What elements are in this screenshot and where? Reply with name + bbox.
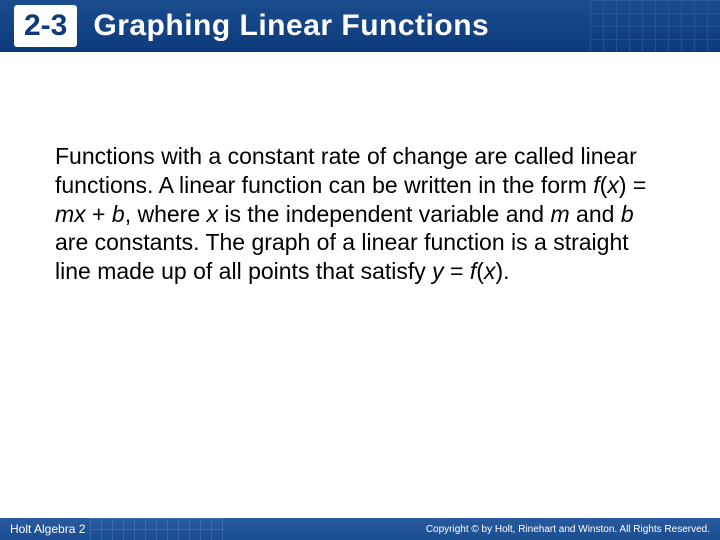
- footer-copyright: Copyright © by Holt, Rinehart and Winsto…: [426, 524, 710, 535]
- variable-mx: mx: [55, 201, 86, 227]
- header-bar: 2-3 Graphing Linear Functions: [0, 0, 720, 52]
- content-area: Functions with a constant rate of change…: [0, 52, 720, 286]
- text-segment: , where: [125, 201, 207, 227]
- variable-x: x: [207, 201, 219, 227]
- text-segment: is the independent variable and: [218, 201, 550, 227]
- footer-book-title: Holt Algebra 2: [10, 522, 85, 536]
- text-segment: ).: [495, 258, 509, 284]
- body-paragraph: Functions with a constant rate of change…: [55, 142, 665, 286]
- text-segment: Functions with a constant rate of change…: [55, 143, 637, 198]
- section-number: 2-3: [14, 5, 77, 47]
- variable-y: y: [432, 258, 444, 284]
- variable-x: x: [607, 172, 619, 198]
- text-segment: =: [444, 258, 470, 284]
- text-segment: are constants. The graph of a linear fun…: [55, 229, 629, 284]
- header-grid-decoration: [590, 0, 720, 52]
- page-title: Graphing Linear Functions: [93, 9, 489, 43]
- variable-m: m: [550, 201, 569, 227]
- text-segment: and: [570, 201, 621, 227]
- variable-b: b: [621, 201, 634, 227]
- footer-bar: Holt Algebra 2 Copyright © by Holt, Rine…: [0, 518, 720, 540]
- variable-b: b: [112, 201, 125, 227]
- text-segment: +: [86, 201, 112, 227]
- footer-grid-decoration: [90, 518, 225, 540]
- text-segment: ) =: [619, 172, 646, 198]
- text-segment: (: [476, 258, 484, 284]
- variable-x: x: [484, 258, 496, 284]
